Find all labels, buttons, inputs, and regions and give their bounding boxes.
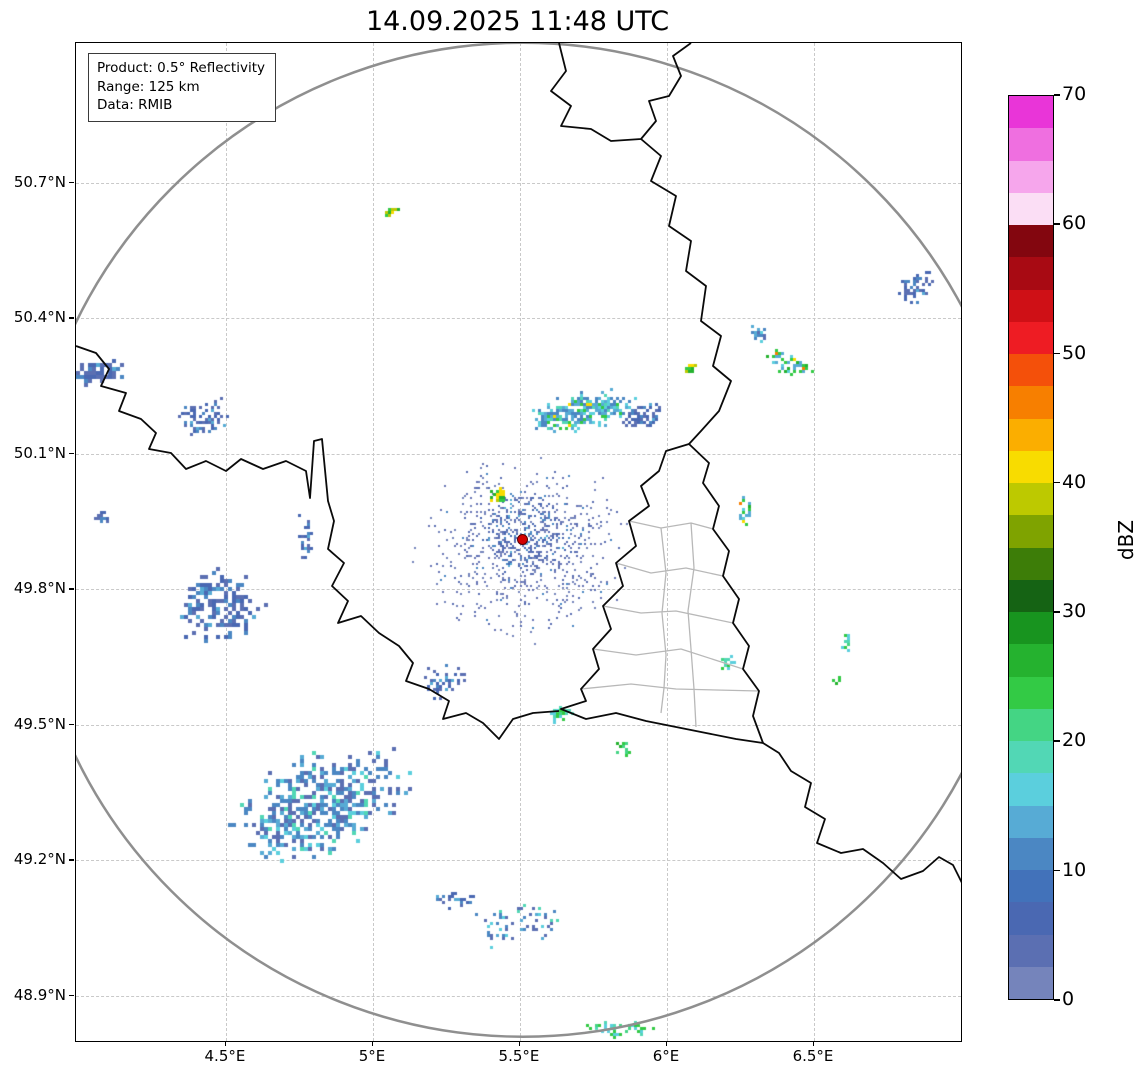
y-tick-label: 50.7°N bbox=[13, 172, 66, 191]
colorbar-tick-label: 50 bbox=[1062, 341, 1087, 364]
colorbar-tick-mark bbox=[1054, 740, 1060, 742]
colorbar-unit-label: dBZ bbox=[1114, 519, 1138, 561]
colorbar-band bbox=[1009, 902, 1053, 935]
x-tick-label: 6°E bbox=[652, 1047, 680, 1065]
colorbar-tick-label: 0 bbox=[1062, 988, 1075, 1010]
colorbar-tick-mark bbox=[1054, 611, 1060, 613]
colorbar-band bbox=[1009, 483, 1053, 516]
y-tick-mark bbox=[69, 317, 74, 319]
x-tick-label: 6.5°E bbox=[792, 1047, 834, 1065]
y-tick-label: 50.1°N bbox=[13, 443, 66, 462]
y-tick-label: 49.8°N bbox=[13, 579, 66, 598]
y-tick-label: 50.4°N bbox=[13, 308, 66, 327]
y-tick-mark bbox=[69, 588, 74, 590]
y-tick-label: 49.2°N bbox=[13, 850, 66, 869]
x-tick-label: 5°E bbox=[358, 1047, 386, 1065]
colorbar-band bbox=[1009, 612, 1053, 645]
y-tick-label: 48.9°N bbox=[13, 985, 66, 1004]
y-tick-mark bbox=[69, 994, 74, 997]
colorbar-tick-label: 10 bbox=[1062, 858, 1087, 881]
y-tick-label: 49.5°N bbox=[13, 714, 66, 733]
colorbar-band bbox=[1009, 870, 1053, 903]
x-tick-mark bbox=[665, 1041, 668, 1046]
colorbar-band bbox=[1009, 418, 1053, 451]
radar-site-marker bbox=[517, 534, 529, 546]
canton-borders bbox=[580, 520, 760, 728]
y-tick-mark bbox=[69, 859, 74, 861]
colorbar-band bbox=[1009, 96, 1053, 129]
x-tick-label: 4.5°E bbox=[204, 1047, 246, 1065]
colorbar-band bbox=[1009, 225, 1053, 258]
colorbar-tick-label: 70 bbox=[1062, 83, 1087, 105]
colorbar-band bbox=[1009, 741, 1053, 774]
y-tick-mark bbox=[69, 181, 74, 184]
y-tick-mark bbox=[69, 723, 74, 726]
border-top-loop bbox=[550, 43, 692, 142]
colorbar-band bbox=[1009, 160, 1053, 193]
border-belgium-germany bbox=[640, 138, 732, 445]
colorbar-band bbox=[1009, 289, 1053, 322]
colorbar-tick-mark bbox=[1054, 481, 1060, 484]
border-france-germany bbox=[762, 742, 961, 884]
colorbar-band bbox=[1009, 644, 1053, 677]
map-overlay bbox=[76, 43, 961, 1038]
info-product: Product: 0.5° Reflectivity bbox=[97, 60, 265, 76]
plot-area: Product: 0.5° Reflectivity Range: 125 km… bbox=[75, 42, 962, 1042]
colorbar-tick-mark bbox=[1054, 94, 1060, 96]
colorbar-tick-mark bbox=[1054, 999, 1060, 1001]
colorbar-tick-label: 40 bbox=[1062, 470, 1087, 493]
border-france-belgium bbox=[76, 345, 560, 740]
colorbar-tick-label: 20 bbox=[1062, 729, 1087, 752]
range-circle bbox=[76, 43, 961, 1038]
colorbar-tick-mark bbox=[1054, 352, 1060, 355]
colorbar-band bbox=[1009, 676, 1053, 709]
colorbar-tick-label: 60 bbox=[1062, 212, 1087, 235]
x-tick-mark bbox=[812, 1041, 815, 1046]
colorbar bbox=[1008, 95, 1054, 1000]
info-range: Range: 125 km bbox=[97, 78, 200, 95]
colorbar-band bbox=[1009, 450, 1053, 483]
colorbar-band bbox=[1009, 321, 1053, 354]
colorbar-band bbox=[1009, 966, 1053, 999]
info-source: Data: RMIB bbox=[97, 97, 173, 114]
x-tick-mark bbox=[518, 1041, 521, 1046]
colorbar-band bbox=[1009, 547, 1053, 580]
x-tick-mark bbox=[224, 1041, 227, 1046]
colorbar-band bbox=[1009, 257, 1053, 290]
colorbar-band bbox=[1009, 192, 1053, 225]
y-tick-mark bbox=[69, 452, 74, 455]
x-tick-mark bbox=[371, 1041, 374, 1046]
colorbar-band bbox=[1009, 773, 1053, 806]
border-luxembourg bbox=[560, 443, 764, 744]
colorbar-band bbox=[1009, 708, 1053, 741]
colorbar-band bbox=[1009, 934, 1053, 967]
colorbar-band bbox=[1009, 515, 1053, 548]
colorbar-tick-mark bbox=[1054, 223, 1060, 225]
colorbar-band bbox=[1009, 386, 1053, 419]
figure-title: 14.09.2025 11:48 UTC bbox=[365, 6, 670, 37]
colorbar-band bbox=[1009, 837, 1053, 870]
colorbar-band bbox=[1009, 128, 1053, 161]
colorbar-band bbox=[1009, 579, 1053, 612]
colorbar-tick-mark bbox=[1054, 869, 1060, 872]
product-info-box: Product: 0.5° Reflectivity Range: 125 km… bbox=[88, 53, 276, 122]
x-tick-label: 5.5°E bbox=[498, 1047, 540, 1065]
colorbar-band bbox=[1009, 805, 1053, 838]
colorbar-band bbox=[1009, 354, 1053, 387]
colorbar-tick-label: 30 bbox=[1062, 600, 1087, 623]
